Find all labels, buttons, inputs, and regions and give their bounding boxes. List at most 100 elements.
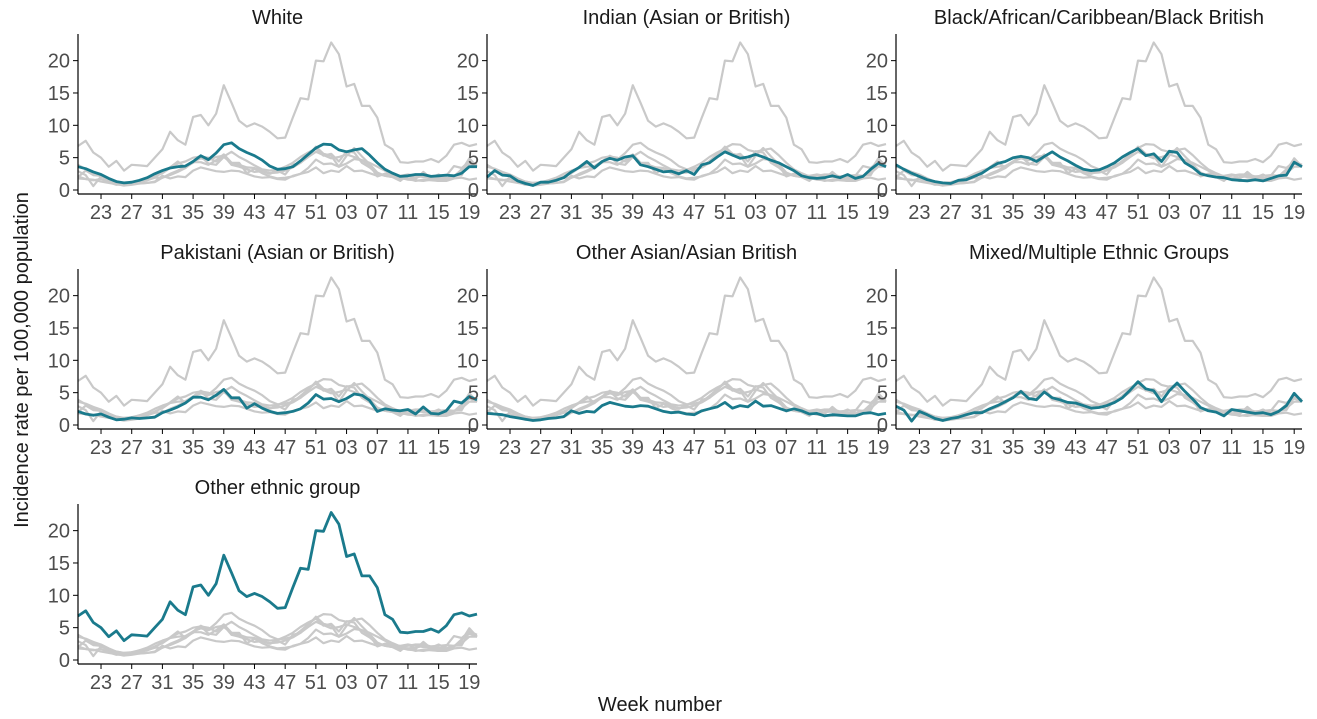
background-series-line xyxy=(77,165,478,187)
x-tick-label: 31 xyxy=(971,202,993,224)
x-tick-label: 31 xyxy=(151,672,173,694)
panel-title: Mixed/Multiple Ethnic Groups xyxy=(969,242,1229,264)
x-tick-label: 07 xyxy=(775,437,797,459)
x-tick-label: 39 xyxy=(213,202,235,224)
y-tick-label: 10 xyxy=(866,350,888,372)
x-tick-label: 39 xyxy=(213,437,235,459)
y-tick-label: 0 xyxy=(468,180,479,202)
y-axis-title: Incidence rate per 100,000 population xyxy=(11,192,33,528)
x-tick-label: 27 xyxy=(530,202,552,224)
y-tick-label: 0 xyxy=(59,180,70,202)
x-tick-label: 39 xyxy=(622,437,644,459)
y-tick-label: 15 xyxy=(866,83,888,105)
y-tick-label: 20 xyxy=(48,521,70,543)
x-tick-label: 35 xyxy=(182,437,204,459)
x-tick-label: 15 xyxy=(837,437,859,459)
y-tick-label: 15 xyxy=(48,553,70,575)
x-tick-label: 39 xyxy=(213,672,235,694)
panel-title: Black/African/Caribbean/Black British xyxy=(934,7,1264,29)
x-tick-label: 03 xyxy=(335,202,357,224)
highlight-series-line xyxy=(77,387,478,422)
x-tick-label: 27 xyxy=(121,437,143,459)
x-tick-label: 31 xyxy=(151,202,173,224)
y-tick-label: 15 xyxy=(48,318,70,340)
panel-2: Black/African/Caribbean/Black British 0 5 1… xyxy=(866,7,1306,224)
x-tick-label: 23 xyxy=(499,202,521,224)
x-tick-label: 51 xyxy=(305,437,327,459)
x-tick-label: 23 xyxy=(90,672,112,694)
x-tick-label: 07 xyxy=(775,202,797,224)
x-tick-label: 51 xyxy=(714,437,736,459)
x-tick-label: 35 xyxy=(182,672,204,694)
y-tick-label: 0 xyxy=(59,650,70,672)
y-tick-label: 0 xyxy=(877,415,888,437)
x-axis-title: Week number xyxy=(598,694,722,716)
x-tick-label: 03 xyxy=(744,437,766,459)
background-series-line xyxy=(895,276,1303,407)
x-tick-label: 03 xyxy=(1158,437,1180,459)
x-tick-label: 23 xyxy=(499,437,521,459)
x-tick-label: 35 xyxy=(1002,437,1024,459)
x-tick-label: 19 xyxy=(458,437,480,459)
background-series-line xyxy=(895,400,1303,422)
x-tick-label: 47 xyxy=(274,202,296,224)
y-tick-label: 0 xyxy=(59,415,70,437)
x-tick-label: 11 xyxy=(398,672,419,694)
x-tick-label: 43 xyxy=(243,437,265,459)
x-tick-label: 51 xyxy=(305,202,327,224)
x-tick-label: 51 xyxy=(1127,437,1149,459)
x-tick-label: 39 xyxy=(1033,202,1055,224)
x-tick-label: 15 xyxy=(428,202,450,224)
y-tick-label: 10 xyxy=(48,115,70,137)
x-tick-label: 39 xyxy=(622,202,644,224)
x-tick-label: 19 xyxy=(458,672,480,694)
x-tick-label: 11 xyxy=(398,202,419,224)
x-tick-label: 43 xyxy=(1064,202,1086,224)
x-tick-label: 47 xyxy=(1096,437,1118,459)
background-series-line xyxy=(486,276,887,407)
panel-title: Pakistani (Asian or British) xyxy=(160,242,395,264)
x-tick-label: 47 xyxy=(683,437,705,459)
y-tick-label: 5 xyxy=(468,383,479,405)
x-tick-label: 35 xyxy=(591,202,613,224)
y-tick-label: 5 xyxy=(877,148,888,170)
x-tick-label: 47 xyxy=(683,202,705,224)
highlight-series-line xyxy=(486,150,887,187)
y-tick-label: 0 xyxy=(877,180,888,202)
y-tick-label: 20 xyxy=(457,51,479,73)
y-tick-label: 10 xyxy=(48,350,70,372)
x-tick-label: 27 xyxy=(530,437,552,459)
y-tick-label: 10 xyxy=(457,115,479,137)
x-tick-label: 19 xyxy=(1283,437,1305,459)
panel-title: Other ethnic group xyxy=(195,477,361,499)
x-tick-label: 07 xyxy=(366,672,388,694)
x-tick-label: 03 xyxy=(335,437,357,459)
y-tick-label: 10 xyxy=(866,115,888,137)
x-tick-label: 19 xyxy=(867,437,889,459)
x-tick-label: 31 xyxy=(151,437,173,459)
background-series-line xyxy=(77,615,478,658)
panel-title: Indian (Asian or British) xyxy=(583,7,791,29)
y-tick-label: 10 xyxy=(48,585,70,607)
x-tick-label: 27 xyxy=(940,202,962,224)
x-tick-label: 43 xyxy=(243,202,265,224)
x-tick-label: 07 xyxy=(366,202,388,224)
x-tick-label: 39 xyxy=(1033,437,1055,459)
x-tick-label: 15 xyxy=(428,672,450,694)
background-series-line xyxy=(486,380,887,423)
panel-title: White xyxy=(252,7,303,29)
x-tick-label: 15 xyxy=(1252,202,1274,224)
x-tick-label: 35 xyxy=(182,202,204,224)
background-series-line xyxy=(77,634,478,657)
x-tick-label: 35 xyxy=(591,437,613,459)
x-tick-label: 43 xyxy=(243,672,265,694)
x-tick-label: 43 xyxy=(652,437,674,459)
y-tick-label: 5 xyxy=(877,383,888,405)
x-tick-label: 15 xyxy=(837,202,859,224)
x-tick-label: 15 xyxy=(428,437,450,459)
x-tick-label: 31 xyxy=(560,437,582,459)
highlight-series-line xyxy=(895,147,1303,185)
highlight-series-line xyxy=(77,141,477,185)
highlight-series-line xyxy=(486,399,887,422)
